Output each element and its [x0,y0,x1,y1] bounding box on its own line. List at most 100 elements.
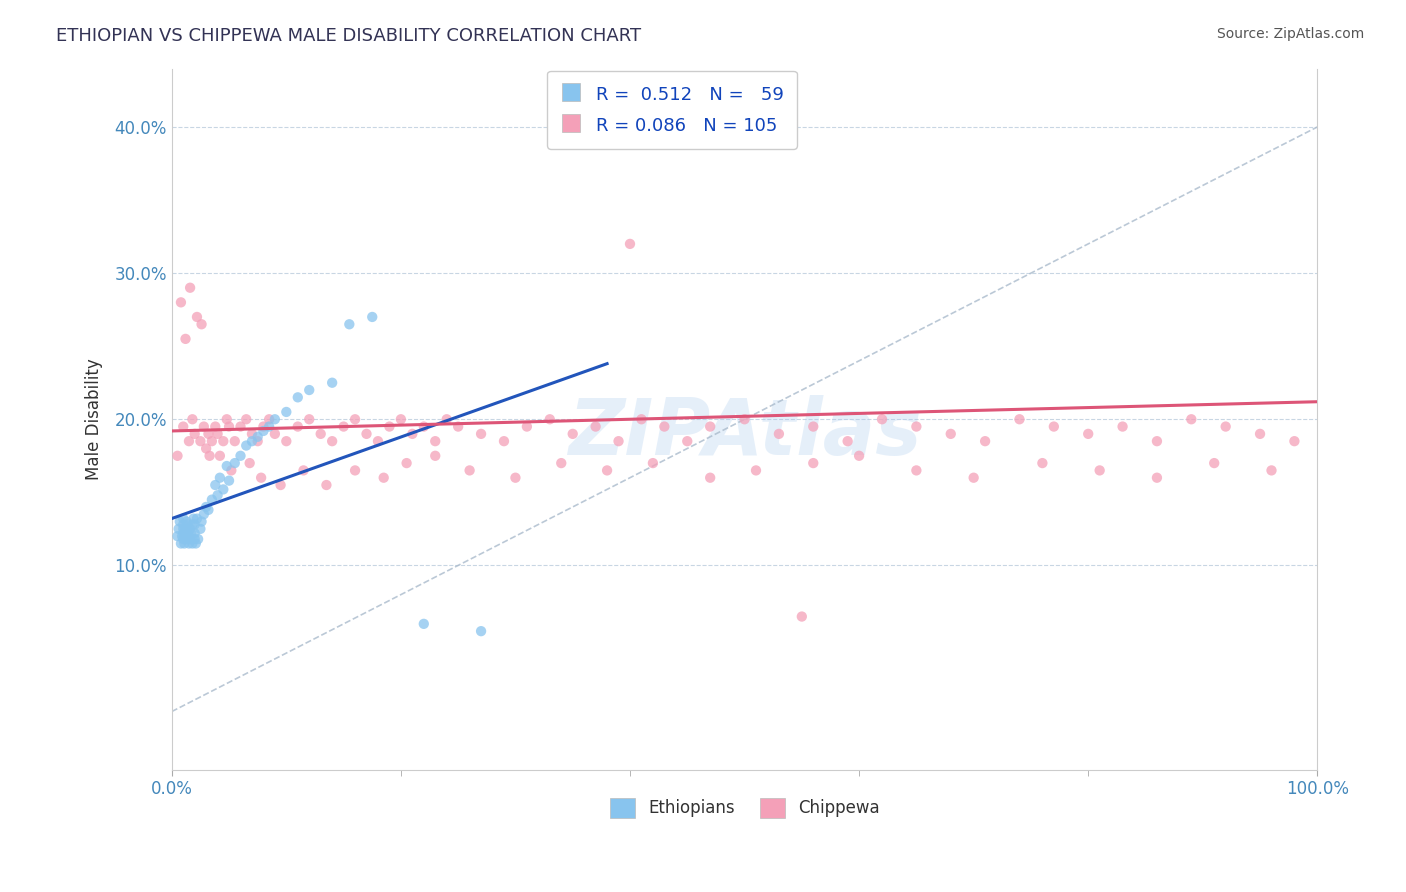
Point [315,478,337,492]
Point [287,419,309,434]
Point [183,517,205,532]
Point [166,529,188,543]
Point [186,511,208,525]
Point [179,532,201,546]
Point [179,522,201,536]
Point [939,426,962,441]
Point [585,419,607,434]
Point [641,456,664,470]
Point [224,456,246,470]
Point [676,434,699,449]
Point [204,478,226,492]
Point [287,390,309,404]
Point [252,424,274,438]
Point [193,508,215,522]
Point [425,449,447,463]
Point [745,463,768,477]
Point [215,412,238,426]
Point [298,412,321,426]
Point [235,412,257,426]
Point [208,449,231,463]
Point [187,532,209,546]
Point [1088,463,1111,477]
Point [195,442,218,456]
Point [344,412,367,426]
Point [389,412,412,426]
Point [246,434,269,449]
Point [321,376,343,390]
Point [654,419,676,434]
Point [292,463,315,477]
Point [177,529,200,543]
Point [221,463,243,477]
Point [257,412,280,426]
Point [229,419,252,434]
Point [270,478,292,492]
Point [447,419,470,434]
Point [1146,434,1168,449]
Point [974,434,997,449]
Point [321,434,343,449]
Point [218,419,240,434]
Text: ETHIOPIAN VS CHIPPEWA MALE DISABILITY CORRELATION CHART: ETHIOPIAN VS CHIPPEWA MALE DISABILITY CO… [56,27,641,45]
Point [239,456,262,470]
Point [177,526,200,541]
Point [197,503,219,517]
Point [212,434,235,449]
Point [201,434,224,449]
Point [212,483,235,497]
Legend: Ethiopians, Chippewa: Ethiopians, Chippewa [603,791,886,825]
Point [174,522,197,536]
Point [183,511,205,525]
Point [218,474,240,488]
Point [180,526,202,541]
Point [412,419,434,434]
Point [204,419,226,434]
Point [768,426,790,441]
Point [1111,419,1133,434]
Point [172,419,194,434]
Point [177,434,200,449]
Point [699,471,721,485]
Point [172,517,194,532]
Point [1180,412,1202,426]
Point [224,434,246,449]
Point [734,412,756,426]
Point [905,463,928,477]
Point [174,529,197,543]
Point [190,434,212,449]
Point [298,383,321,397]
Point [378,419,401,434]
Point [1008,412,1031,426]
Point [197,426,219,441]
Point [337,318,360,332]
Point [458,463,481,477]
Point [276,405,298,419]
Point [1284,434,1306,449]
Point [193,419,215,434]
Point [263,426,285,441]
Point [550,456,572,470]
Point [257,419,280,434]
Point [870,412,893,426]
Point [198,449,221,463]
Point [172,532,194,546]
Point [181,517,204,532]
Point [367,434,389,449]
Point [1204,456,1226,470]
Point [208,471,231,485]
Point [195,500,218,514]
Point [170,536,193,550]
Point [425,434,447,449]
Point [250,471,273,485]
Point [235,439,257,453]
Text: ZIPAtlas: ZIPAtlas [568,395,921,471]
Point [361,310,384,324]
Point [190,318,212,332]
Point [177,517,200,532]
Point [1215,419,1237,434]
Point [801,456,824,470]
Point [1043,419,1066,434]
Point [229,449,252,463]
Text: Source: ZipAtlas.com: Source: ZipAtlas.com [1216,27,1364,41]
